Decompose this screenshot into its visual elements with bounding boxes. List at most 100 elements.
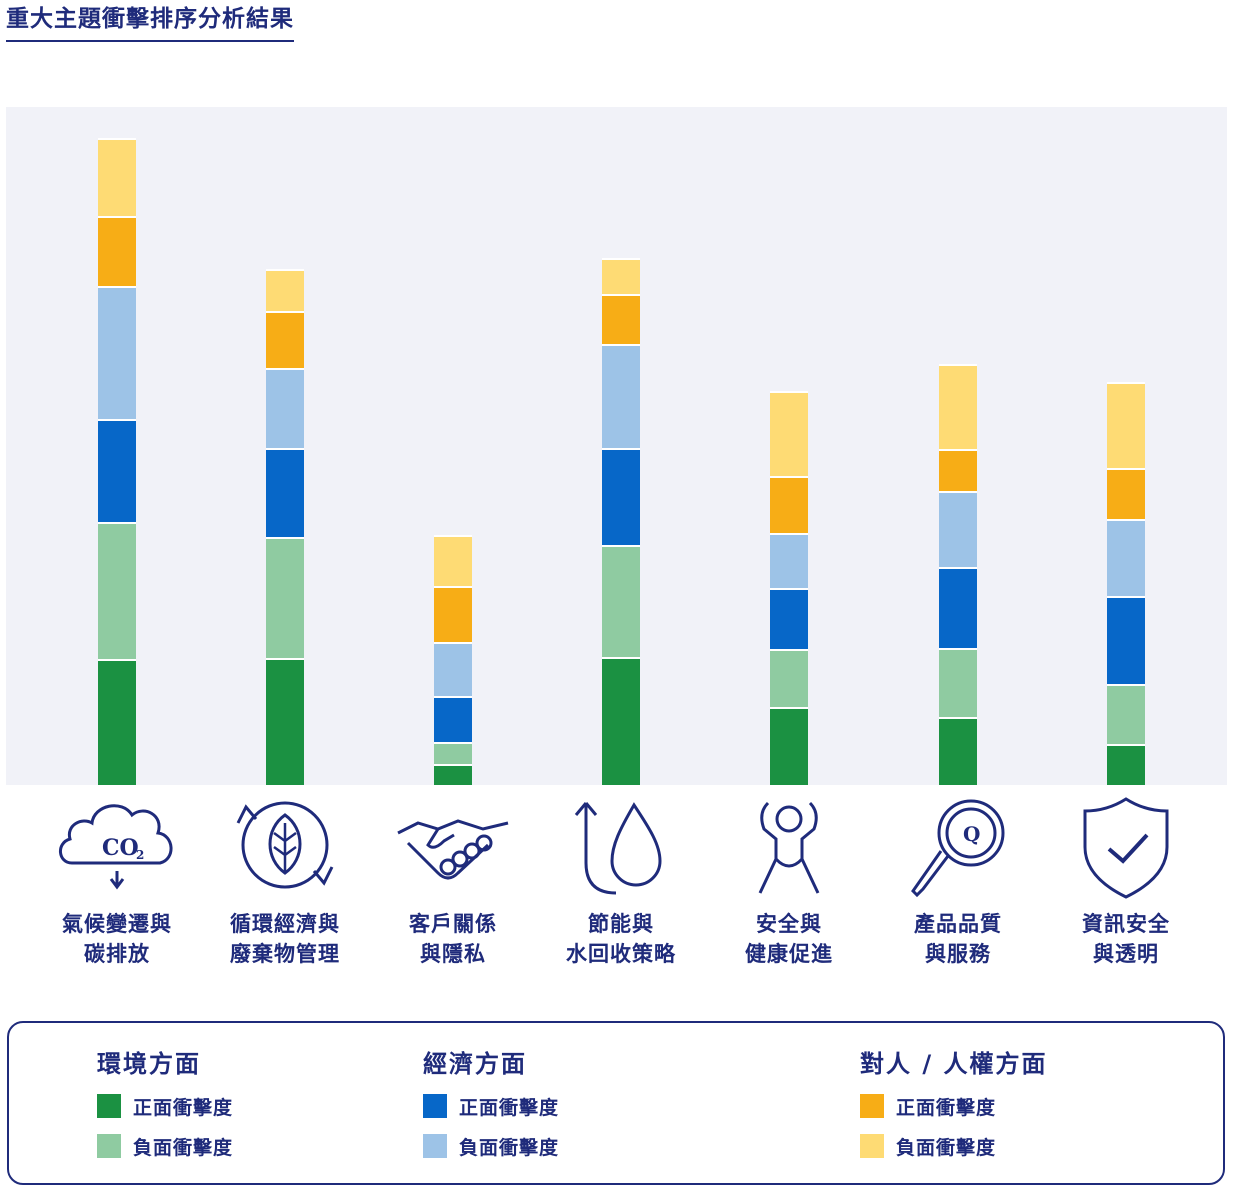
legend-swatch <box>97 1094 121 1118</box>
legend-group-heading: 經濟方面 <box>423 1050 527 1078</box>
category-label-line: 資訊安全 <box>1082 912 1170 936</box>
water-cycle-icon <box>556 793 686 903</box>
bar-stack-5 <box>770 390 808 785</box>
legend-item: 正面衝擊度 <box>860 1091 1047 1121</box>
legend-label: 負面衝擊度 <box>133 1136 234 1159</box>
bar-segment <box>1107 744 1145 785</box>
legend-label: 正面衝擊度 <box>133 1096 234 1119</box>
bar-segment <box>770 476 808 533</box>
category-label: 產品品質 與服務 <box>914 909 1002 969</box>
bar-segment <box>434 742 472 765</box>
legend-group-heading: 對人 / 人權方面 <box>860 1050 1048 1078</box>
bar-segment <box>939 449 977 491</box>
legend: 環境方面 正面衝擊度 負面衝擊度 經濟方面 正面衝擊度 負面衝擊度 對人 / 人權方面 正面衝… <box>7 1021 1225 1185</box>
legend-item: 負面衝擊度 <box>860 1131 1047 1161</box>
legend-group: 對人 / 人權方面 正面衝擊度負面衝擊度 <box>860 1047 1047 1161</box>
co2-cloud-icon: CO 2 <box>52 793 182 903</box>
category-label-line: 客戶關係 <box>409 912 497 936</box>
legend-swatch <box>860 1094 884 1118</box>
legend-swatch <box>423 1134 447 1158</box>
bar-segment <box>939 363 977 450</box>
bar-segment <box>602 293 640 344</box>
category-label: 安全與 健康促進 <box>745 909 833 969</box>
bar-segment <box>434 764 472 785</box>
bar-segment <box>1107 519 1145 597</box>
bar-stack-4 <box>602 258 640 785</box>
bar-segment <box>266 367 304 449</box>
category-4: 節能與 水回收策略 <box>541 793 701 969</box>
bar-segment <box>1107 467 1145 520</box>
legend-item: 正面衝擊度 <box>423 1091 559 1121</box>
bar-segment <box>98 418 136 523</box>
category-label-line: 水回收策略 <box>566 942 676 966</box>
bar-segment <box>266 268 304 312</box>
bar-segment <box>602 545 640 657</box>
quality-magnifier-icon: Q <box>893 793 1023 903</box>
bar-segment <box>770 532 808 588</box>
bar-segment <box>602 258 640 294</box>
bar-segment <box>1107 683 1145 745</box>
shield-check-icon <box>1061 793 1191 903</box>
category-label: 資訊安全 與透明 <box>1082 909 1170 969</box>
legend-swatch <box>860 1134 884 1158</box>
category-label: 節能與 水回收策略 <box>566 909 676 969</box>
category-5: 安全與 健康促進 <box>709 793 869 969</box>
bar-segment <box>602 343 640 449</box>
bar-segment <box>434 534 472 586</box>
bar-segment <box>602 656 640 785</box>
category-label-line: 產品品質 <box>914 912 1002 936</box>
bar-stack-2 <box>266 268 304 785</box>
legend-label: 負面衝擊度 <box>459 1136 560 1159</box>
category-label-line: 氣候變遷與 <box>62 912 172 936</box>
legend-item: 負面衝擊度 <box>423 1131 559 1161</box>
legend-swatch <box>423 1094 447 1118</box>
bar-segment <box>98 138 136 216</box>
category-label-line: 安全與 <box>756 912 822 936</box>
legend-group: 經濟方面正面衝擊度負面衝擊度 <box>423 1047 559 1161</box>
bar-segment <box>939 648 977 718</box>
svg-text:2: 2 <box>136 848 144 862</box>
category-label-line: 與透明 <box>1093 942 1159 966</box>
bar-segment <box>939 567 977 649</box>
category-label-line: 節能與 <box>588 912 654 936</box>
category-label-line: 循環經濟與 <box>230 912 340 936</box>
svg-text:Q: Q <box>963 822 980 846</box>
bar-stack-6 <box>939 363 977 785</box>
category-6: Q 產品品質與服務 <box>878 793 1038 969</box>
legend-label: 正面衝擊度 <box>459 1096 560 1119</box>
legend-group: 環境方面正面衝擊度負面衝擊度 <box>97 1047 233 1161</box>
category-label-line: 與服務 <box>925 942 991 966</box>
bar-stack-7 <box>1107 382 1145 785</box>
category-label-line: 與隱私 <box>420 942 486 966</box>
legend-item: 正面衝擊度 <box>97 1091 233 1121</box>
bar-segment <box>770 587 808 650</box>
legend-item: 負面衝擊度 <box>97 1131 233 1161</box>
bar-stack-3 <box>434 534 472 785</box>
bar-segment <box>98 658 136 785</box>
bar-segment <box>770 649 808 707</box>
legend-group-heading: 環境方面 <box>97 1050 201 1078</box>
bar-segment <box>1107 382 1145 468</box>
chart-title: 重大主題衝擊排序分析結果 <box>6 4 294 42</box>
category-label: 氣候變遷與 碳排放 <box>62 909 172 969</box>
chart-plot-area <box>6 107 1227 785</box>
bar-segment <box>770 706 808 785</box>
category-1: CO 2 氣候變遷與 碳排放 <box>37 793 197 969</box>
category-label: 循環經濟與廢棄物管理 <box>230 909 340 969</box>
bar-segment <box>98 522 136 659</box>
bar-segment <box>1107 596 1145 684</box>
handshake-icon <box>388 793 518 903</box>
co2-text: CO <box>102 835 139 861</box>
bar-segment <box>602 448 640 546</box>
category-label: 客戶關係 與隱私 <box>409 909 497 969</box>
bar-segment <box>939 490 977 568</box>
bar-segment <box>98 286 136 419</box>
bar-segment <box>434 585 472 643</box>
bar-segment <box>98 215 136 287</box>
category-2: 循環經濟與廢棄物管理 <box>205 793 365 969</box>
category-label-line: 廢棄物管理 <box>230 942 340 966</box>
legend-label: 負面衝擊度 <box>896 1136 997 1159</box>
person-health-icon <box>724 793 854 903</box>
bar-segment <box>434 642 472 697</box>
bar-segment <box>266 536 304 658</box>
